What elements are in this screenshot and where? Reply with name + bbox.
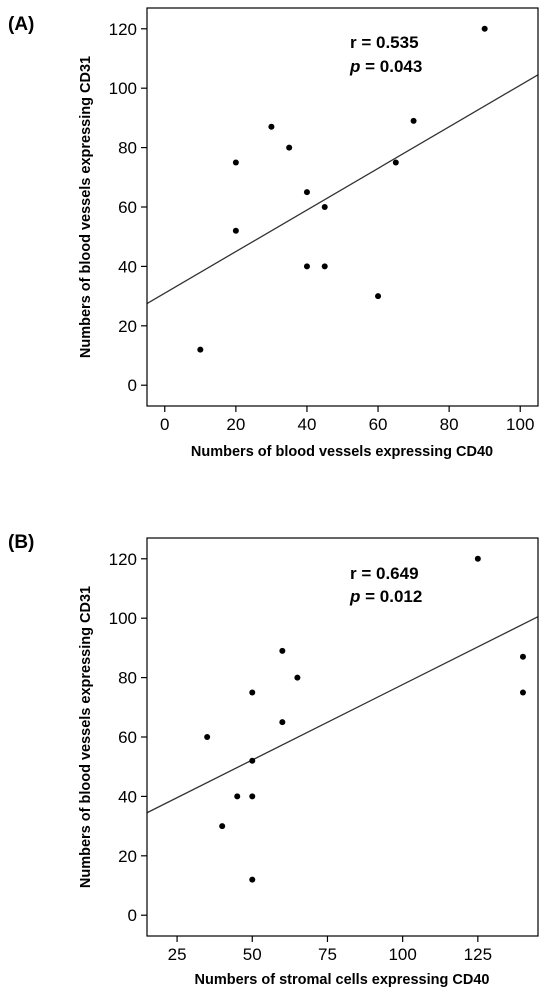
panel-a-points <box>197 25 488 353</box>
panel-b-point-0 <box>204 734 211 740</box>
panel-a-y-tick-label-5: 100 <box>109 79 137 98</box>
panel-b-y-tick-label-2: 40 <box>118 787 137 806</box>
panel-a-ticks: 0 20 40 60 80 100 0 20 40 60 80 100 120 <box>109 20 535 434</box>
panel-a-regression-line <box>146 74 539 305</box>
panel-b-ticks: 25 50 75 100 125 0 20 40 60 80 100 120 <box>109 550 492 964</box>
panel-a-y-tick-label-0: 0 <box>128 376 137 395</box>
panel-a-point-4 <box>286 144 293 151</box>
panel-a-x-tick-label-2: 40 <box>297 415 316 434</box>
panel-a-y-tick-label-6: 120 <box>109 20 137 39</box>
panel-b-plot-frame <box>146 537 539 937</box>
panel-b-point-11 <box>519 653 526 660</box>
panel-b-y-axis-title: Numbers of blood vessels expressing CD31 <box>78 586 94 888</box>
panel-a-point-10 <box>392 159 399 166</box>
panel-a-x-tick-label-0: 0 <box>160 415 169 434</box>
panel-a-point-6 <box>303 263 310 270</box>
panel-a-x-tick-label-1: 20 <box>226 415 245 434</box>
panel-a-r-value: r = 0.535 <box>350 33 419 52</box>
panel-b-point-7 <box>279 647 286 654</box>
panel-a-p-value: p = 0.043 <box>349 57 422 76</box>
panel-a-point-1 <box>232 227 239 234</box>
panel-a-p-text: = 0.043 <box>360 57 422 76</box>
panel-b-points <box>204 555 526 883</box>
panel-b-point-5 <box>249 793 256 800</box>
panel-b-x-tick-label-1: 50 <box>243 945 262 964</box>
panel-a-fit <box>146 74 539 305</box>
panel-b-y-tick-label-6: 120 <box>109 550 137 569</box>
panel-a-y-tick-label-4: 80 <box>118 139 137 158</box>
panel-b-p-value: p = 0.012 <box>349 587 422 606</box>
panel-a-point-3 <box>268 123 275 130</box>
panel-b-point-2 <box>234 793 241 800</box>
panel-b-x-tick-label-2: 75 <box>318 945 337 964</box>
panel-a-point-0 <box>197 346 204 353</box>
panel-a-y-tick-label-1: 20 <box>118 317 137 336</box>
panel-a-label: (A) <box>8 14 34 35</box>
panel-b-point-3 <box>249 689 256 696</box>
panel-b-fit <box>146 616 539 814</box>
panel-a-x-tick-label-5: 100 <box>506 415 534 434</box>
panel-b-point-9 <box>294 674 301 681</box>
panel-a-point-9 <box>375 293 382 300</box>
panel-b-point-12 <box>519 689 526 696</box>
panel-a-point-2 <box>232 159 239 166</box>
panel-b-point-10 <box>474 555 481 562</box>
panel-a-point-7 <box>321 263 328 270</box>
panel-b-regression-line <box>146 616 539 814</box>
panel-b-p-text: = 0.012 <box>360 587 422 606</box>
panel-b-y-tick-label-1: 20 <box>118 847 137 866</box>
panel-b-r-value: r = 0.649 <box>350 564 419 583</box>
panel-b-label: (B) <box>8 532 34 553</box>
panel-b-y-tick-label-3: 60 <box>118 728 137 747</box>
panel-a-point-8 <box>321 204 328 210</box>
panel-b-y-tick-label-5: 100 <box>109 609 137 628</box>
panel-b-point-1 <box>219 823 226 830</box>
panel-a-p-symbol: p <box>349 57 360 76</box>
panel-a-y-tick-label-2: 40 <box>118 257 137 276</box>
panel-a-point-11 <box>410 117 417 124</box>
panel-a-point-12 <box>481 25 488 32</box>
panel-a-y-axis-title: Numbers of blood vessels expressing CD31 <box>78 56 94 358</box>
panel-b: (B) 25 50 75 100 125 0 20 40 60 80 100 120 r = 0.64… <box>8 532 539 988</box>
panel-a-x-tick-label-3: 60 <box>369 415 388 434</box>
panel-b-y-tick-label-0: 0 <box>128 906 137 925</box>
panel-b-point-6 <box>249 876 256 883</box>
panel-b-point-4 <box>249 757 256 764</box>
panel-b-x-tick-label-0: 25 <box>168 945 187 964</box>
panel-a-y-tick-label-3: 60 <box>118 198 137 217</box>
panel-b-point-8 <box>279 719 286 726</box>
panel-a-point-5 <box>303 189 310 196</box>
panel-a: (A) 0 20 40 60 80 100 0 20 40 60 80 100 120 r = 0.53… <box>8 7 539 460</box>
panel-a-x-tick-label-4: 80 <box>440 415 459 434</box>
panel-b-x-axis-title: Numbers of stromal cells expressing CD40 <box>195 972 490 988</box>
panel-b-x-tick-label-3: 100 <box>388 945 416 964</box>
panel-b-p-symbol: p <box>349 587 360 606</box>
panel-a-x-axis-title: Numbers of blood vessels expressing CD40 <box>191 444 493 460</box>
panel-a-plot-frame <box>146 7 539 407</box>
panel-b-x-tick-label-4: 125 <box>464 945 492 964</box>
panel-b-y-tick-label-4: 80 <box>118 669 137 688</box>
